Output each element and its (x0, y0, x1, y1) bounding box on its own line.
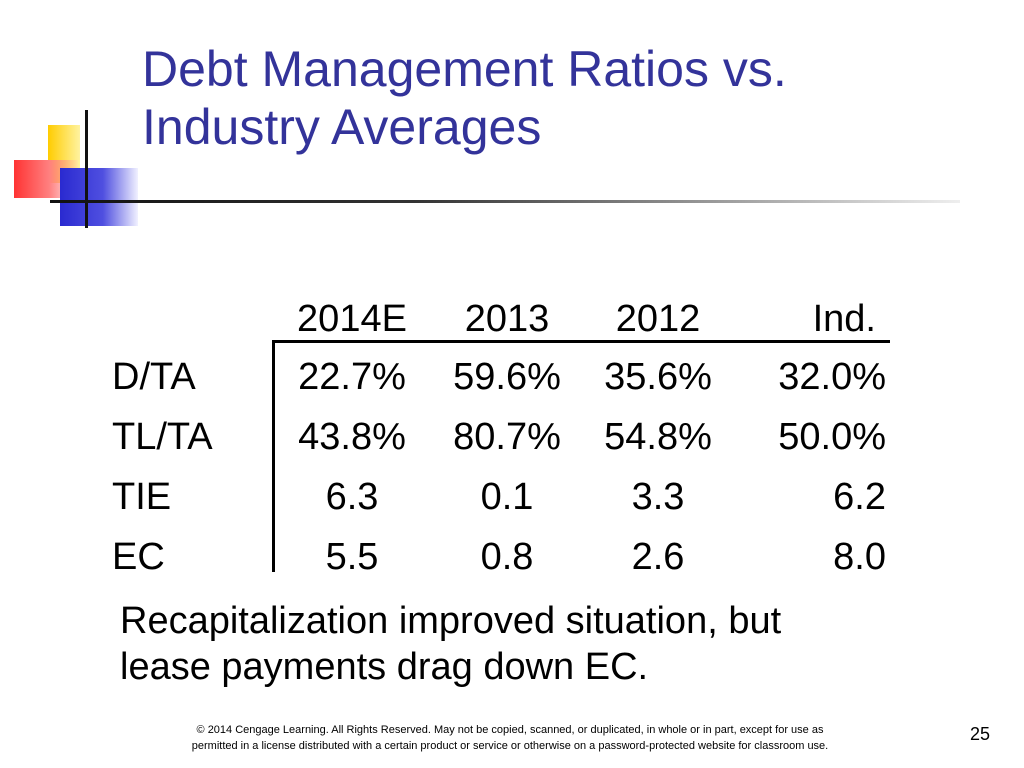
table-cell: 0.8 (480, 536, 534, 578)
row-label-dta: D/TA (112, 356, 196, 398)
slide-note-line-2: lease payments drag down EC. (120, 646, 649, 688)
slide-title-line-2: Industry Averages (142, 99, 542, 155)
table-cell: 54.8% (604, 416, 712, 458)
row-label-tie: TIE (112, 476, 172, 518)
column-header-industry: Ind. (812, 298, 876, 340)
table-cell: 32.0% (778, 356, 886, 398)
table-cell: 22.7% (298, 356, 406, 398)
decorative-vertical-line (85, 110, 88, 228)
table-cell: 2.6 (631, 536, 685, 578)
slide-title-line-1: Debt Management Ratios vs. (142, 41, 787, 97)
slide-note-line-1: Recapitalization improved situation, but (120, 600, 782, 642)
table-cell: 43.8% (298, 416, 406, 458)
slide-title: Debt Management Ratios vs. Industry Aver… (142, 40, 787, 156)
row-label-ec: EC (112, 536, 165, 578)
slide-note: Recapitalization improved situation, but… (120, 598, 940, 690)
page-number: 25 (969, 724, 990, 744)
table-header-rule (273, 340, 890, 343)
table-cell: 6.2 (833, 476, 886, 518)
column-header-2013: 2013 (464, 298, 550, 340)
table-label-rule (272, 340, 275, 572)
row-label-tlta: TL/TA (112, 416, 213, 458)
copyright-line-2: permitted in a license distributed with … (191, 740, 829, 752)
table-cell: 59.6% (453, 356, 561, 398)
column-header-2014e: 2014E (297, 298, 407, 340)
decorative-blue-square (60, 168, 138, 226)
table-cell: 0.1 (480, 476, 534, 518)
table-cell: 5.5 (325, 536, 379, 578)
table-cell: 8.0 (833, 536, 886, 578)
table-cell: 6.3 (325, 476, 379, 518)
copyright-notice: © 2014 Cengage Learning. All Rights Rese… (110, 722, 910, 754)
column-header-2012: 2012 (615, 298, 701, 340)
table-cell: 50.0% (778, 416, 886, 458)
table-cell: 3.3 (631, 476, 685, 518)
table-cell: 80.7% (453, 416, 561, 458)
title-underline (50, 200, 960, 203)
table-cell: 35.6% (604, 356, 712, 398)
copyright-line-1: © 2014 Cengage Learning. All Rights Rese… (196, 724, 824, 736)
